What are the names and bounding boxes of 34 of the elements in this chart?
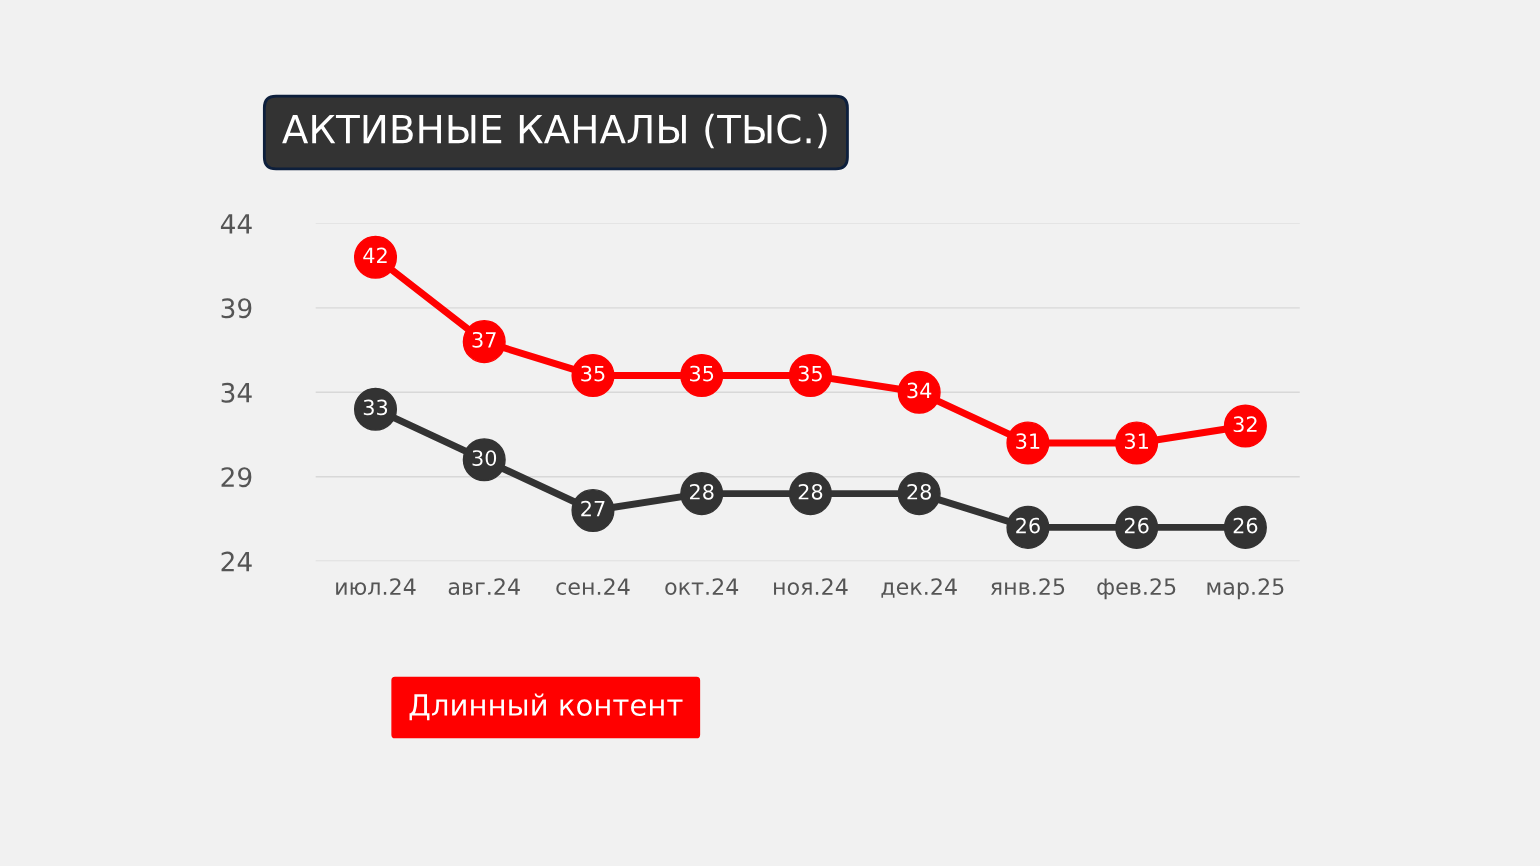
y-tick-label: 34 (221, 382, 252, 403)
data-label: 34 (907, 382, 932, 399)
data-label: 31 (1124, 433, 1148, 449)
data-label: 35 (690, 365, 714, 382)
x-tick-label: янв.25 (991, 578, 1065, 596)
data-label: 35 (581, 365, 605, 382)
x-tick-label: фев.25 (1097, 578, 1176, 600)
data-label: 26 (1016, 517, 1040, 534)
text: Длинный контент (409, 693, 683, 721)
chart-title: АКТИВНЫЕ КАНАЛЫ (ТЫС.) (282, 113, 827, 149)
data-label: 30 (472, 450, 497, 466)
data-label: 28 (907, 483, 932, 500)
data-label: 42 (363, 247, 387, 263)
x-tick-label: дек.24 (881, 578, 957, 598)
data-label: 35 (798, 365, 822, 382)
data-label: 26 (1124, 517, 1149, 534)
y-tick-label: 44 (220, 214, 252, 234)
x-tick-label: авг.24 (448, 578, 520, 596)
data-label: 26 (1233, 517, 1258, 534)
x-tick-label: сен.24 (556, 578, 630, 596)
x-tick-label: ноя.24 (774, 578, 848, 596)
data-label: 28 (798, 483, 823, 500)
data-label: 37 (472, 331, 496, 348)
y-tick-label: 24 (221, 551, 252, 572)
data-label: 33 (363, 399, 388, 416)
x-tick-label: окт.24 (665, 578, 739, 596)
data-label: 31 (1016, 433, 1040, 449)
y-tick-label: 39 (221, 298, 252, 319)
data-label: 28 (689, 483, 714, 500)
x-tick-label: мар.25 (1207, 578, 1284, 600)
data-label: 27 (581, 500, 605, 517)
data-label: 32 (1233, 416, 1257, 433)
y-tick-label: 29 (221, 467, 252, 488)
x-tick-label: июл.24 (336, 578, 416, 596)
